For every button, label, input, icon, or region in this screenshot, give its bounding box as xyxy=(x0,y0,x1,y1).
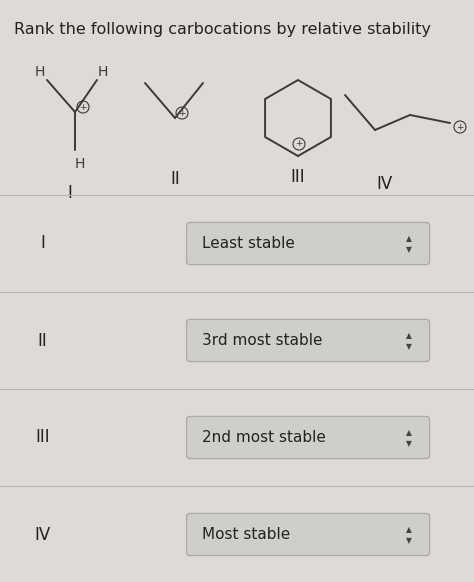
Text: +: + xyxy=(79,102,87,112)
Text: ▼: ▼ xyxy=(406,439,411,448)
Text: Rank the following carbocations by relative stability: Rank the following carbocations by relat… xyxy=(14,22,431,37)
FancyBboxPatch shape xyxy=(187,417,429,459)
Text: I: I xyxy=(40,235,45,253)
Text: +: + xyxy=(456,122,464,132)
Text: ▼: ▼ xyxy=(406,536,411,545)
Text: Most stable: Most stable xyxy=(201,527,290,542)
Text: III: III xyxy=(36,428,50,446)
FancyBboxPatch shape xyxy=(187,320,429,361)
Text: IV: IV xyxy=(377,175,393,193)
Text: ▲: ▲ xyxy=(406,428,411,437)
Text: IV: IV xyxy=(35,526,51,544)
Text: 2nd most stable: 2nd most stable xyxy=(201,430,326,445)
FancyBboxPatch shape xyxy=(187,222,429,265)
Text: ▲: ▲ xyxy=(406,525,411,534)
Text: +: + xyxy=(178,108,186,118)
Text: I: I xyxy=(68,184,73,202)
Text: ▼: ▼ xyxy=(406,342,411,351)
Text: 3rd most stable: 3rd most stable xyxy=(201,333,322,348)
FancyBboxPatch shape xyxy=(187,513,429,556)
Text: ▼: ▼ xyxy=(406,245,411,254)
Text: +: + xyxy=(295,140,303,148)
Text: Least stable: Least stable xyxy=(201,236,294,251)
Text: ▲: ▲ xyxy=(406,234,411,243)
Text: III: III xyxy=(291,168,305,186)
Text: ▲: ▲ xyxy=(406,331,411,340)
Text: H: H xyxy=(75,157,85,171)
Text: H: H xyxy=(98,65,108,79)
Text: H: H xyxy=(35,65,45,79)
Text: II: II xyxy=(38,332,47,350)
Text: II: II xyxy=(170,170,180,188)
